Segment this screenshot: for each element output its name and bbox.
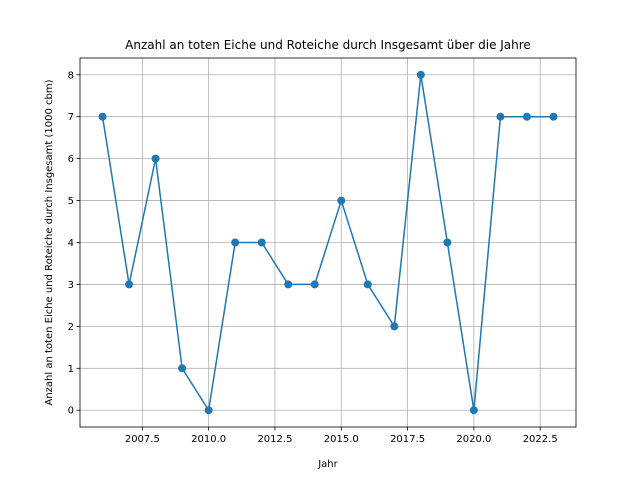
data-point [522, 112, 531, 121]
data-point [284, 280, 293, 289]
data-point [125, 280, 134, 289]
data-point [469, 406, 478, 415]
x-axis-label: Jahr [317, 459, 338, 470]
x-tick-label: 2017.5 [390, 434, 425, 445]
data-point [204, 406, 213, 415]
y-tick-label: 8 [68, 70, 74, 81]
x-tick-label: 2012.5 [257, 434, 292, 445]
data-point [549, 112, 558, 121]
y-tick-label: 6 [68, 154, 74, 165]
data-point [178, 364, 187, 373]
chart-title: Anzahl an toten Eiche und Roteiche durch… [125, 38, 531, 52]
data-point [337, 196, 346, 205]
data-point [310, 280, 319, 289]
x-tick-label: 2020.0 [456, 434, 491, 445]
y-tick-label: 5 [68, 196, 74, 207]
x-tick-label: 2022.5 [523, 434, 558, 445]
data-point [98, 112, 107, 121]
data-point [416, 70, 425, 79]
data-point [390, 322, 399, 331]
x-axis-ticks: 2007.5 2010.0 2012.5 2015.0 2017.5 2020.0 2022… [125, 427, 558, 445]
y-tick-label: 0 [68, 406, 74, 417]
y-axis-label: Anzahl an toten Eiche und Roteiche durch… [44, 79, 55, 405]
y-tick-label: 2 [68, 322, 74, 333]
y-tick-label: 7 [68, 112, 74, 123]
data-point [151, 154, 160, 163]
data-point [496, 112, 505, 121]
x-tick-label: 2007.5 [125, 434, 160, 445]
y-axis-ticks: 0 1 2 3 4 5 6 7 8 [68, 70, 80, 417]
series-layer [98, 70, 558, 415]
data-point [231, 238, 240, 247]
y-tick-label: 4 [68, 238, 74, 249]
y-tick-label: 3 [68, 280, 74, 291]
data-point [257, 238, 266, 247]
x-tick-label: 2015.0 [324, 434, 359, 445]
data-point [363, 280, 372, 289]
y-tick-label: 1 [68, 364, 74, 375]
data-point [443, 238, 452, 247]
series-line [101, 74, 554, 411]
x-tick-label: 2010.0 [191, 434, 226, 445]
